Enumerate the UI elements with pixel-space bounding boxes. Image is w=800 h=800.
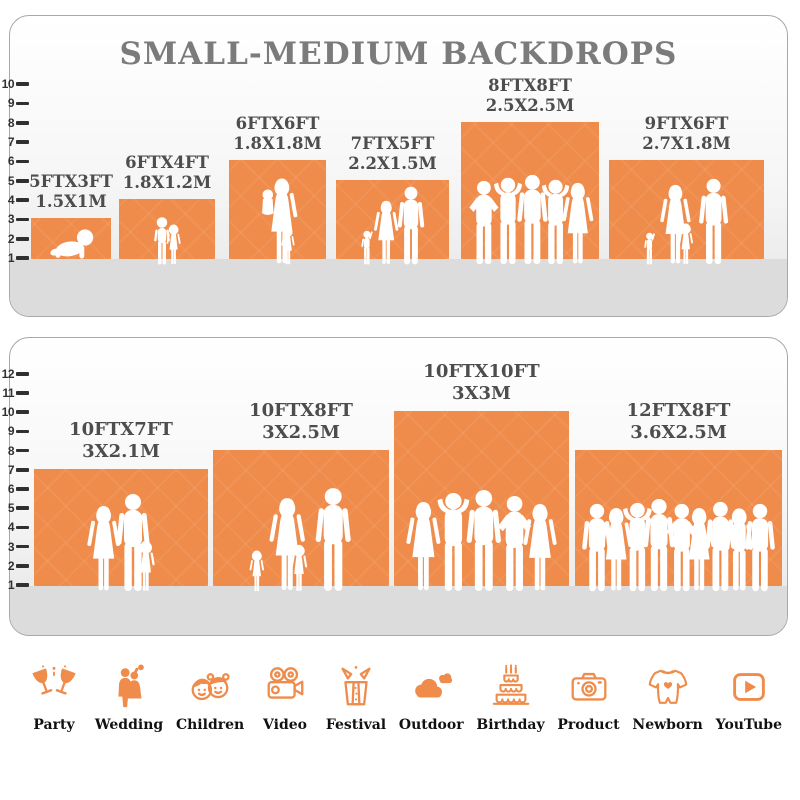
panel-floor: [10, 586, 787, 635]
axis-tick-10: 10: [0, 77, 29, 91]
axis-tick-8: 8: [0, 116, 29, 130]
category-label: Wedding: [94, 717, 164, 733]
axis-feet-small: 1 2 3 4 5 6 7 8 9 10: [0, 15, 30, 317]
axis-tick-9: 9: [0, 424, 29, 438]
product-icon: [561, 656, 617, 710]
backdrop-7ftx5ft: 7FTX5FT 2.2X1.5M: [336, 134, 449, 259]
category-children: Children: [176, 656, 244, 733]
person-silhouette-girl: [135, 539, 157, 593]
axis-tick-5: 5: [0, 501, 29, 515]
backdrop-8ftx8ft: 8FTX8FT 2.5X2.5M: [461, 76, 599, 259]
category-party: Party: [26, 656, 82, 733]
backdrop-10ftx8ft: 10FTX8FT 3X2.5M: [213, 400, 389, 586]
category-youtube: YouTube: [716, 656, 782, 733]
person-silhouette-toddler: [642, 230, 656, 266]
backdrop-size-label: 5FTX3FT 1.5X1M: [29, 171, 113, 211]
category-label: Video: [263, 717, 307, 733]
person-silhouette-girl: [280, 226, 296, 266]
axis-tick-6: 6: [0, 154, 29, 168]
backdrop-size-label: 6FTX6FT 1.8X1.8M: [233, 113, 322, 153]
axis-feet-medium: 1 2 3 4 5 6 7 8 9 10 11 12: [0, 337, 30, 636]
backdrop-size-label: 10FTX7FT 3X2.1M: [69, 419, 173, 463]
category-outdoor: Outdoor: [399, 656, 464, 733]
person-silhouette-man: [312, 487, 354, 593]
axis-tick-2: 2: [0, 559, 29, 573]
axis-tick-12: 12: [0, 367, 29, 381]
person-silhouette-man: [742, 503, 778, 593]
axis-tick-6: 6: [0, 482, 29, 496]
person-silhouette-dress: [561, 182, 595, 266]
axis-tick-4: 4: [0, 520, 29, 534]
backdrop-size-label: 9FTX6FT 2.7X1.8M: [642, 113, 731, 153]
party-icon: [26, 656, 82, 710]
backdrop-size-label: 8FTX8FT 2.5X2.5M: [485, 75, 575, 115]
backdrop-size-label: 10FTX10FT 3X3M: [423, 361, 540, 405]
axis-tick-2: 2: [0, 232, 29, 246]
category-label: Product: [557, 717, 620, 733]
category-product: Product: [557, 656, 620, 733]
backdrop-5ftx3ft: 5FTX3FT 1.5X1M: [29, 172, 113, 261]
medium-backdrops-panel: 10FTX7FT 3X2.1M 10FTX8FT 3X2.5M 10FTX10FT 3X3…: [9, 337, 788, 636]
small-backdrops-panel: SMALL-MEDIUM BACKDROPS 5FTX3FT 1.5X1M 6FTX…: [9, 15, 788, 317]
person-silhouette-man: [395, 186, 427, 266]
backdrop-size-label: 7FTX5FT 2.2X1.5M: [348, 133, 437, 173]
axis-tick-3: 3: [0, 540, 29, 554]
children-icon: [182, 656, 238, 710]
category-row: Party Wedding Children Video Festival Outdoor…: [26, 656, 782, 733]
axis-tick-10: 10: [0, 405, 29, 419]
person-silhouette-man: [696, 178, 731, 266]
axis-tick-1: 1: [0, 251, 29, 265]
category-wedding: Wedding: [95, 656, 163, 733]
person-silhouette-baby: [47, 227, 96, 261]
person-silhouette-girl: [248, 549, 266, 593]
axis-tick-9: 9: [0, 96, 29, 110]
category-label: Outdoor: [398, 717, 464, 733]
backdrop-10ftx7ft: 10FTX7FT 3X2.1M: [34, 419, 208, 586]
page-title: SMALL-MEDIUM BACKDROPS: [119, 36, 678, 72]
backdrop-12ftx8ft: 12FTX8FT 3.6X2.5M: [575, 400, 782, 586]
backdrop-6ftx4ft: 6FTX4FT 1.8X1.2M: [119, 153, 215, 259]
category-label: Newborn: [632, 717, 703, 733]
axis-tick-4: 4: [0, 193, 29, 207]
category-festival: Festival: [326, 656, 386, 733]
person-silhouette-girl: [165, 223, 182, 266]
backdrop-10ftx10ft: 10FTX10FT 3X3M: [394, 361, 569, 586]
axis-tick-1: 1: [0, 578, 29, 592]
category-label: YouTube: [715, 717, 782, 733]
festival-icon: [328, 656, 384, 710]
axis-tick-11: 11: [0, 386, 29, 400]
panel-floor: [10, 259, 787, 316]
person-silhouette-girl: [289, 543, 309, 593]
newborn-icon: [640, 656, 696, 710]
axis-tick-8: 8: [0, 444, 29, 458]
person-silhouette-girl: [677, 222, 695, 266]
category-newborn: Newborn: [632, 656, 703, 733]
backdrop-size-label: 12FTX8FT 3.6X2.5M: [626, 400, 731, 444]
wedding-icon: [101, 656, 157, 710]
axis-tick-3: 3: [0, 212, 29, 226]
outdoor-icon: [403, 656, 459, 710]
birthday-icon: [483, 656, 539, 710]
backdrop-size-label: 6FTX4FT 1.8X1.2M: [122, 152, 212, 192]
category-label: Festival: [325, 717, 387, 733]
backdrop-6ftx6ft: 6FTX6FT 1.8X1.8M: [229, 114, 326, 259]
backdrop-size-label: 10FTX8FT 3X2.5M: [249, 400, 353, 444]
category-label: Children: [175, 717, 245, 733]
backdrop-9ftx6ft: 9FTX6FT 2.7X1.8M: [609, 114, 764, 259]
axis-tick-7: 7: [0, 135, 29, 149]
category-label: Birthday: [476, 717, 545, 733]
category-video: Video: [257, 656, 313, 733]
axis-tick-7: 7: [0, 463, 29, 477]
person-silhouette-toddler: [359, 228, 374, 266]
category-label: Party: [33, 717, 75, 733]
axis-tick-5: 5: [0, 174, 29, 188]
category-birthday: Birthday: [476, 656, 545, 733]
video-icon: [257, 656, 313, 710]
person-silhouette-dress: [522, 503, 558, 593]
youtube-icon: [721, 656, 777, 710]
